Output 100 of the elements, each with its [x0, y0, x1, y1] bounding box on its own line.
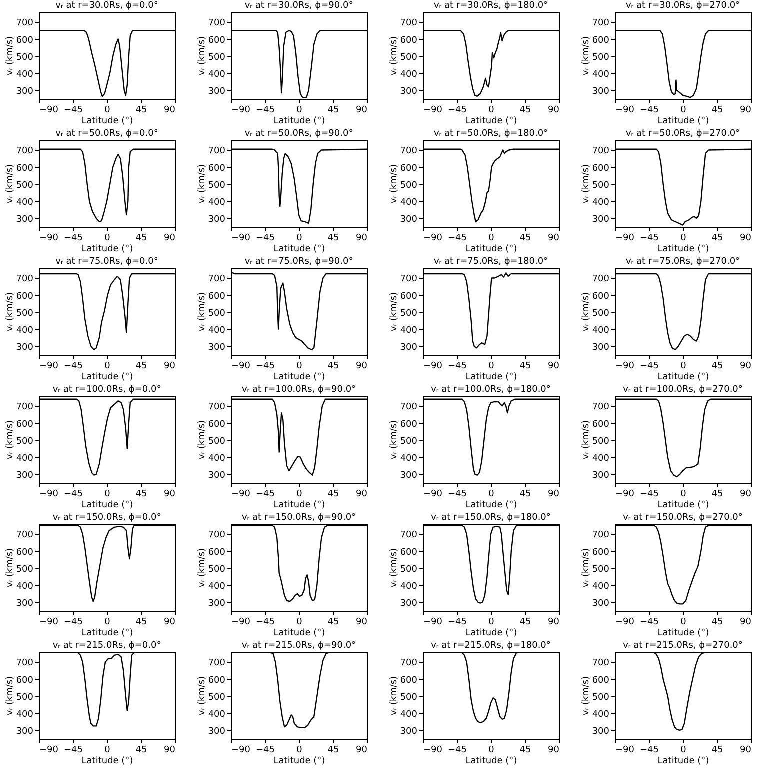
y-tick-label: 700	[16, 146, 34, 157]
y-tick-label: 600	[592, 420, 610, 430]
y-tick-label: 600	[208, 676, 226, 686]
x-axis-title: Latitude (°)	[658, 628, 710, 638]
chart-title: vᵣ at r=215.0Rs, ϕ=180.0°	[431, 641, 551, 651]
x-tick-label: 45	[520, 106, 532, 116]
x-tick-label: −90	[424, 362, 443, 372]
x-tick-label: 45	[328, 746, 340, 756]
chart-title: vᵣ at r=150.0Rs, ϕ=180.0°	[431, 513, 551, 523]
x-tick-label: −45	[64, 234, 83, 244]
x-tick-label: 0	[680, 618, 687, 628]
chart-title: vᵣ at r=150.0Rs, ϕ=270.0°	[623, 513, 743, 523]
y-tick-label: 400	[208, 710, 226, 720]
x-tick-label: −90	[424, 106, 443, 116]
y-axis-title: vᵣ (km/s)	[197, 36, 208, 76]
y-tick-label: 400	[400, 454, 418, 464]
y-tick-label: 300	[400, 214, 418, 225]
chart-title: vᵣ at r=215.0Rs, ϕ=90.0°	[242, 641, 356, 651]
y-tick-label: 500	[592, 692, 610, 703]
x-tick-label: 0	[488, 490, 495, 500]
chart-title: vᵣ at r=100.0Rs, ϕ=0.0°	[52, 385, 162, 395]
y-tick-label: 300	[208, 598, 226, 609]
y-tick-label: 500	[400, 52, 418, 63]
y-tick-label: 700	[400, 274, 418, 285]
y-tick-label: 500	[400, 180, 418, 191]
y-tick-label: 700	[400, 530, 418, 541]
x-tick-label: −90	[424, 490, 443, 500]
y-tick-label: 500	[16, 308, 34, 319]
x-tick-label: 0	[680, 746, 687, 756]
y-axis-title: vᵣ (km/s)	[581, 292, 592, 332]
chart-title: vᵣ at r=150.0Rs, ϕ=90.0°	[242, 513, 356, 523]
x-tick-label: 45	[136, 490, 148, 500]
x-tick-label: 45	[328, 618, 340, 628]
x-tick-label: 0	[104, 746, 111, 756]
chart-title: vᵣ at r=50.0Rs, ϕ=180.0°	[434, 129, 548, 139]
y-tick-label: 300	[208, 470, 226, 481]
y-axis-title: vᵣ (km/s)	[197, 164, 208, 204]
y-tick-label: 500	[16, 692, 34, 703]
y-axis-title: vᵣ (km/s)	[389, 292, 400, 332]
chart-title: vᵣ at r=150.0Rs, ϕ=0.0°	[52, 513, 162, 523]
x-tick-label: 45	[520, 618, 532, 628]
y-tick-label: 500	[592, 308, 610, 319]
x-axis-title: Latitude (°)	[466, 116, 518, 126]
chart-title: vᵣ at r=75.0Rs, ϕ=90.0°	[244, 257, 354, 267]
x-axis-title: Latitude (°)	[274, 244, 326, 254]
x-tick-label: 0	[296, 362, 303, 372]
x-tick-label: 0	[296, 746, 303, 756]
x-tick-label: 0	[488, 618, 495, 628]
x-tick-label: −90	[616, 234, 635, 244]
y-tick-label: 600	[208, 420, 226, 430]
x-tick-label: 45	[520, 362, 532, 372]
y-tick-label: 300	[16, 598, 34, 609]
chart-title: vᵣ at r=100.0Rs, ϕ=180.0°	[431, 385, 551, 395]
y-tick-label: 500	[592, 564, 610, 575]
y-tick-label: 300	[16, 342, 34, 353]
y-tick-label: 400	[16, 198, 34, 208]
x-tick-label: −90	[40, 618, 59, 628]
y-tick-label: 600	[16, 676, 34, 686]
x-tick-label: 90	[164, 490, 176, 500]
y-tick-label: 300	[592, 470, 610, 481]
y-tick-label: 400	[16, 70, 34, 80]
y-tick-label: 700	[592, 530, 610, 541]
x-axis-title: Latitude (°)	[274, 372, 326, 382]
x-tick-label: 0	[104, 234, 111, 244]
x-axis-title: Latitude (°)	[466, 628, 518, 638]
x-tick-label: −90	[232, 106, 251, 116]
x-tick-label: −90	[232, 362, 251, 372]
x-tick-label: 45	[712, 618, 724, 628]
x-tick-label: 0	[104, 490, 111, 500]
x-tick-label: 0	[296, 106, 303, 116]
y-tick-label: 300	[400, 86, 418, 97]
y-tick-label: 700	[592, 146, 610, 157]
y-tick-label: 400	[208, 326, 226, 336]
y-tick-label: 500	[208, 692, 226, 703]
y-tick-label: 500	[592, 180, 610, 191]
x-tick-label: 45	[136, 106, 148, 116]
x-tick-label: −45	[256, 746, 275, 756]
x-tick-label: −45	[640, 618, 659, 628]
y-tick-label: 500	[592, 52, 610, 63]
y-tick-label: 600	[400, 548, 418, 558]
x-axis-title: Latitude (°)	[82, 756, 134, 766]
x-axis-title: Latitude (°)	[274, 628, 326, 638]
x-axis-title: Latitude (°)	[274, 116, 326, 126]
y-tick-label: 700	[592, 658, 610, 669]
y-axis-title: vᵣ (km/s)	[5, 164, 16, 204]
y-tick-label: 600	[592, 548, 610, 558]
y-tick-label: 500	[208, 564, 226, 575]
y-tick-label: 600	[400, 36, 418, 46]
x-tick-label: 90	[548, 618, 560, 628]
x-tick-label: −90	[424, 234, 443, 244]
x-tick-label: 0	[680, 106, 687, 116]
x-tick-label: −90	[232, 746, 251, 756]
x-tick-label: −45	[64, 618, 83, 628]
y-tick-label: 400	[592, 326, 610, 336]
x-tick-label: 90	[740, 618, 752, 628]
x-tick-label: 90	[356, 618, 368, 628]
x-tick-label: −45	[64, 746, 83, 756]
x-tick-label: −45	[640, 362, 659, 372]
x-tick-label: −90	[616, 490, 635, 500]
x-tick-label: −45	[640, 490, 659, 500]
